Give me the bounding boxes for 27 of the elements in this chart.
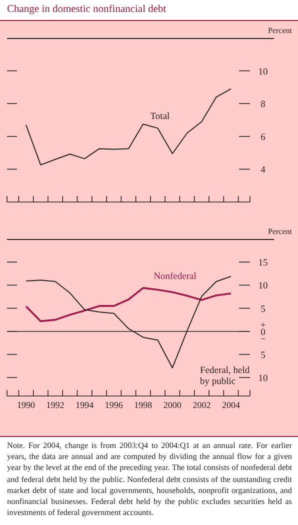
text: Note. For 2004, change is from 2003:Q4 to 2004:Q1 at an annual rate. For earlier years, the data are annual and are computed by dividing the annual flow for a given year by the level at the end of the preceding year. The total consists of nonfederal debt and federal debt held by the public. Nonfederal debt consists of the outstanding credit market debt of state and local governments, households, nonprofit organizations, and nonfinancial businesses. Federal debt held by the public excludes securities held as investments of federal government accounts. bbox=[7, 440, 292, 518]
y-axis-title: Percent bbox=[268, 26, 292, 35]
x-tick-label: 1990 bbox=[17, 400, 36, 410]
series-label: Total bbox=[149, 112, 171, 123]
y-tick-label: 8 bbox=[260, 100, 266, 110]
y-tick-label: 10 bbox=[258, 67, 268, 78]
x-tick-label: 2004 bbox=[222, 400, 240, 410]
series-label: Nonfederal bbox=[152, 272, 198, 283]
line-series bbox=[25, 287, 232, 322]
text: Federal, held by public bbox=[200, 366, 251, 388]
y-tick-label: 6 bbox=[260, 132, 266, 143]
y-axis-title: Percent bbox=[268, 227, 292, 236]
y-tick-label: 4 bbox=[260, 166, 266, 176]
x-tick-label: 1994 bbox=[76, 400, 94, 410]
line-series bbox=[26, 88, 232, 166]
y-tick-label: 10 bbox=[258, 282, 268, 292]
x-tick-label: 2000 bbox=[163, 400, 182, 410]
y-tick-label: 5 bbox=[260, 350, 266, 361]
x-tick-label: 1998 bbox=[134, 400, 153, 410]
y-tick-label: +0− bbox=[260, 320, 266, 345]
y-tick-label: 10 bbox=[258, 374, 268, 384]
y-tick-label: 15 bbox=[258, 258, 268, 269]
x-tick-label: 1996 bbox=[104, 400, 124, 410]
x-tick-label: 1992 bbox=[46, 400, 64, 410]
chart-title: Change in domestic nonfinancial debt bbox=[7, 4, 166, 15]
x-tick-label: 2002 bbox=[192, 400, 211, 410]
y-tick-label: 5 bbox=[260, 304, 266, 315]
